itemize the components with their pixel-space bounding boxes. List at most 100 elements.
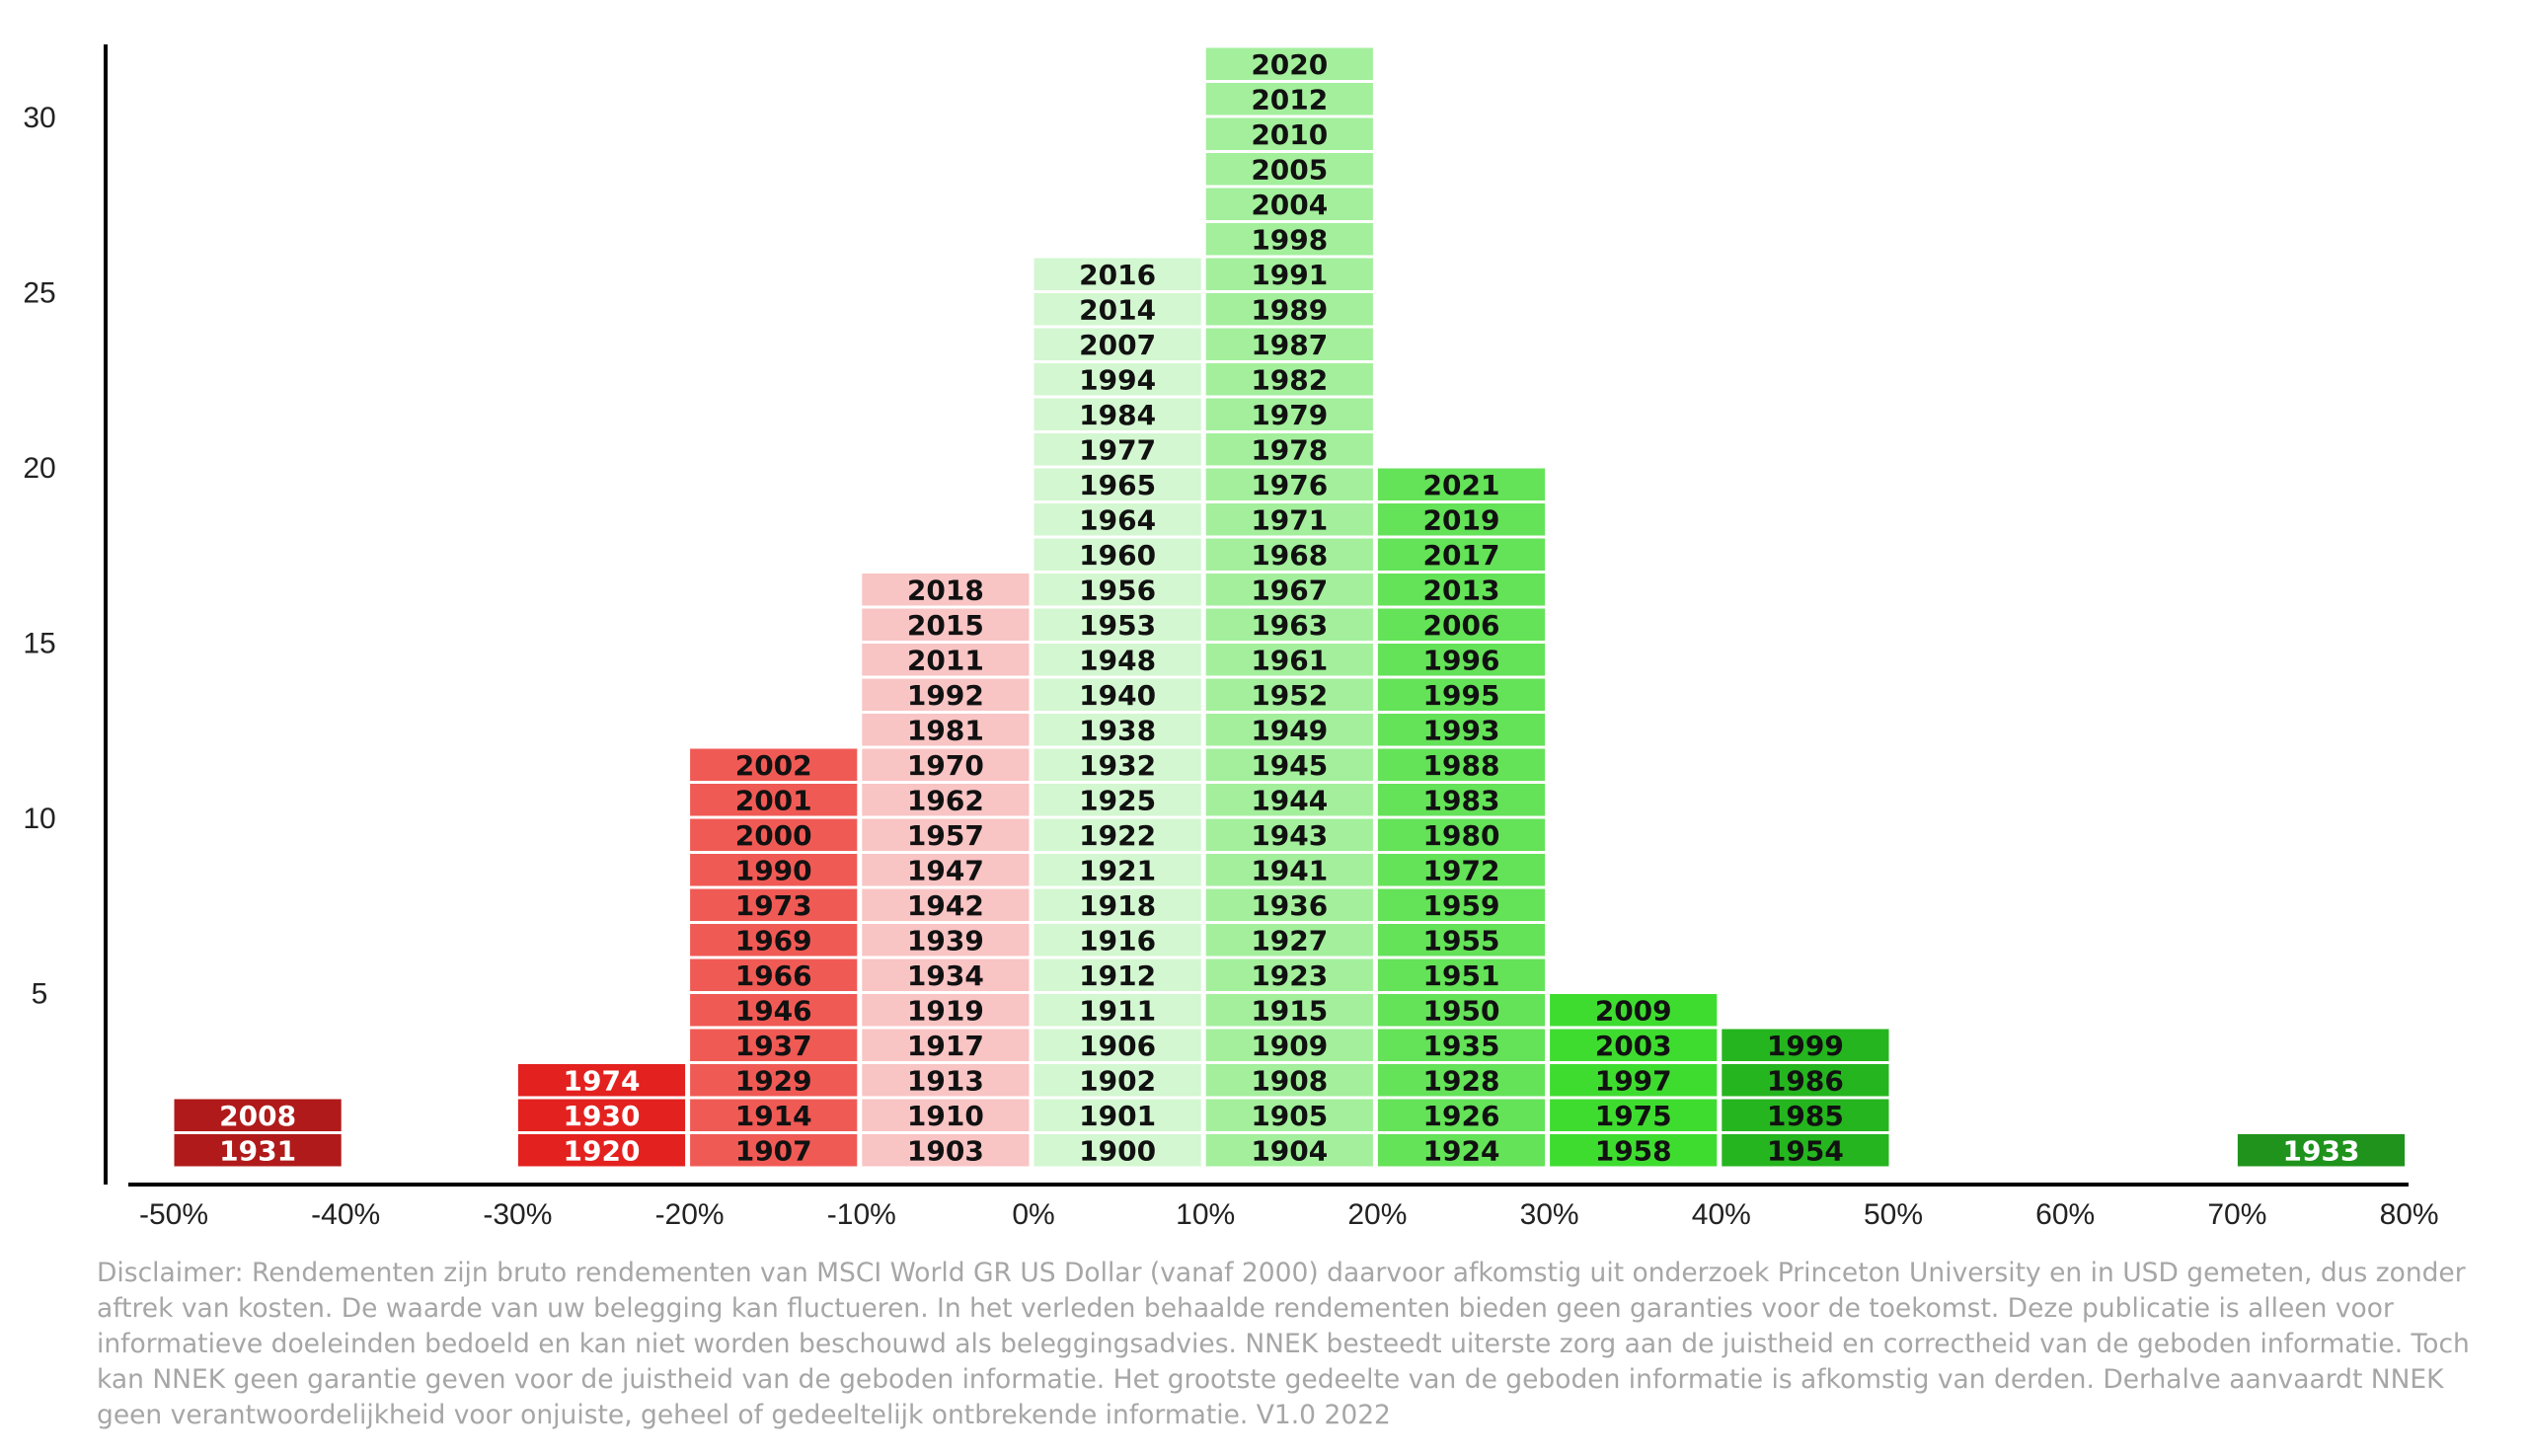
year-label: 1981 xyxy=(907,714,984,746)
bar-cell xyxy=(1377,644,1546,676)
year-label: 1977 xyxy=(1079,433,1156,466)
bar-cell xyxy=(517,1099,686,1131)
bar-cell xyxy=(1377,608,1546,641)
bar-cell xyxy=(862,574,1030,606)
year-label: 1991 xyxy=(1251,259,1328,291)
year-label: 1923 xyxy=(1251,959,1328,992)
x-tick-label: 20% xyxy=(1347,1198,1407,1231)
year-label: 1986 xyxy=(1767,1064,1844,1097)
year-label: 1912 xyxy=(1079,959,1156,992)
year-label: 2012 xyxy=(1251,83,1328,115)
bar-cell xyxy=(1377,574,1546,606)
year-label: 2018 xyxy=(907,574,984,606)
year-label: 1901 xyxy=(1079,1100,1156,1132)
bar-cell xyxy=(1034,958,1201,991)
year-label: 1958 xyxy=(1595,1134,1672,1167)
bar-cell xyxy=(1205,433,1373,466)
year-label: 1988 xyxy=(1423,749,1500,782)
year-label: 1941 xyxy=(1251,854,1328,886)
year-label: 1931 xyxy=(219,1134,296,1167)
year-label: 1908 xyxy=(1251,1064,1328,1097)
histogram-bars: 1931200819201930197419071914192919371946… xyxy=(174,47,2406,1167)
bar-cell xyxy=(862,994,1030,1027)
y-tick-label: 20 xyxy=(23,452,55,485)
bar-cell xyxy=(1034,608,1201,641)
bar-cell xyxy=(1377,958,1546,991)
bar-cell xyxy=(1377,538,1546,571)
year-label: 2014 xyxy=(1079,293,1156,326)
x-tick-label: 60% xyxy=(2035,1198,2095,1231)
bar-cell xyxy=(1205,644,1373,676)
year-label: 1990 xyxy=(735,854,812,886)
x-axis-ticks: -50% -40% -30% -20% -10% 0% 10% 20% 30% 40% 50% 60%… xyxy=(139,1198,2439,1231)
bar-cell xyxy=(1205,363,1373,396)
bar-cell xyxy=(1205,188,1373,220)
bar-cell xyxy=(690,958,858,991)
bar-cell xyxy=(1034,1099,1201,1131)
year-label: 1976 xyxy=(1251,469,1328,501)
year-label: 1978 xyxy=(1251,433,1328,466)
bar-cell xyxy=(862,714,1030,746)
year-label: 2011 xyxy=(907,644,984,676)
bar-cell xyxy=(690,994,858,1027)
bar-cell xyxy=(1034,924,1201,957)
bar-cell xyxy=(862,784,1030,816)
year-label: 1997 xyxy=(1595,1064,1672,1097)
bar-cell xyxy=(1205,924,1373,957)
bar-cell xyxy=(690,1064,858,1097)
year-label: 1952 xyxy=(1251,679,1328,712)
year-label: 1989 xyxy=(1251,293,1328,326)
year-label: 2005 xyxy=(1251,153,1328,186)
bar-cell xyxy=(690,1134,858,1167)
year-label: 1939 xyxy=(907,924,984,957)
year-label: 1919 xyxy=(907,994,984,1027)
bar-cell xyxy=(862,748,1030,781)
year-label: 1955 xyxy=(1423,924,1500,957)
year-label: 1933 xyxy=(2283,1134,2360,1167)
bar-cell xyxy=(1377,748,1546,781)
year-label: 2017 xyxy=(1423,539,1500,572)
bar-cell xyxy=(1034,293,1201,326)
year-label: 1944 xyxy=(1251,784,1328,816)
bar-cell xyxy=(174,1134,342,1167)
bar-cell xyxy=(690,854,858,886)
x-tick-label: 30% xyxy=(1520,1198,1579,1231)
bar-cell xyxy=(1205,1134,1373,1167)
year-label: 1932 xyxy=(1079,749,1156,782)
bar-cell xyxy=(690,888,858,921)
bar-cell xyxy=(1205,678,1373,711)
bar-cell xyxy=(1205,994,1373,1027)
year-label: 2000 xyxy=(735,819,812,852)
year-label: 1914 xyxy=(735,1100,812,1132)
bar-cell xyxy=(1205,1064,1373,1097)
year-label: 2007 xyxy=(1079,329,1156,361)
year-label: 1962 xyxy=(907,784,984,816)
bar-cell xyxy=(1034,1029,1201,1061)
x-tick-label: 80% xyxy=(2380,1198,2439,1231)
bar-cell xyxy=(1550,1064,1718,1097)
bar-cell xyxy=(1377,924,1546,957)
x-tick-label: 40% xyxy=(1692,1198,1751,1231)
year-label: 1911 xyxy=(1079,994,1156,1027)
year-label: 1930 xyxy=(564,1100,641,1132)
year-label: 1998 xyxy=(1251,223,1328,256)
bar-cell xyxy=(1034,1134,1201,1167)
bar-cell xyxy=(1377,854,1546,886)
bar-cell xyxy=(862,608,1030,641)
year-label: 1928 xyxy=(1423,1064,1500,1097)
year-label: 1936 xyxy=(1251,889,1328,922)
year-label: 1959 xyxy=(1423,889,1500,922)
bar-cell xyxy=(1205,888,1373,921)
year-label: 1954 xyxy=(1767,1134,1844,1167)
histogram-chart: 5 10 15 20 25 30 1931 2008 1920 1930 1974 1907 1914… xyxy=(23,44,2439,1231)
year-label: 1980 xyxy=(1423,819,1500,852)
bar-cell xyxy=(1034,574,1201,606)
year-label: 2020 xyxy=(1251,48,1328,81)
bar-cell xyxy=(1034,784,1201,816)
bar-cell xyxy=(862,1029,1030,1061)
bar-cell xyxy=(1205,47,1373,80)
year-label: 1917 xyxy=(907,1030,984,1062)
